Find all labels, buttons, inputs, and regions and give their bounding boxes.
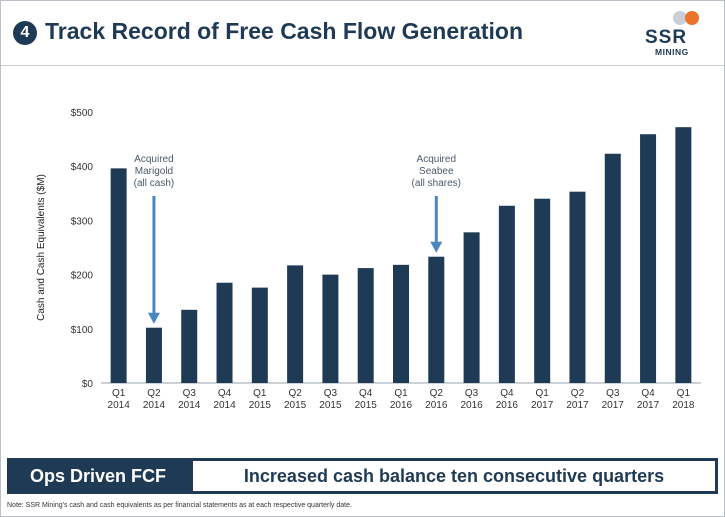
cash-balance-bar-chart: Cash and Cash Equivalents ($M) $0 $100 $200…: [36, 108, 701, 411]
y-axis-label: Cash and Cash Equivalents ($M): [36, 174, 47, 321]
y-tick-label: $300: [71, 216, 94, 227]
x-tick-label-quarter: Q1: [112, 388, 126, 399]
annotation-text: Seabee: [419, 166, 454, 177]
x-tick-label-quarter: Q3: [606, 388, 620, 399]
x-tick-label-year: 2017: [566, 400, 589, 411]
annotation-arrow-head-icon: [430, 241, 443, 253]
bar: [357, 268, 374, 383]
x-tick-label-quarter: Q2: [288, 388, 302, 399]
company-logo: SSR MINING: [633, 7, 713, 59]
x-tick-label-quarter: Q4: [641, 388, 655, 399]
bar: [498, 205, 515, 383]
banner-message: Increased cash balance ten consecutive q…: [193, 461, 715, 491]
x-tick-label-quarter: Q1: [677, 388, 691, 399]
x-tick-label-year: 2016: [425, 400, 448, 411]
logo-text: SSR: [645, 27, 688, 48]
bar: [322, 274, 339, 383]
y-tick-label: $100: [71, 325, 94, 336]
bar: [393, 264, 409, 383]
annotation-text: Acquired: [417, 154, 456, 165]
slide-number-badge: 4: [13, 21, 37, 45]
x-tick-label-quarter: Q4: [500, 388, 514, 399]
x-tick-label-year: 2014: [143, 400, 166, 411]
x-tick-label-year: 2017: [602, 400, 625, 411]
x-tick-label-year: 2017: [531, 400, 554, 411]
x-tick-label-quarter: Q3: [465, 388, 479, 399]
logo-subtext: MINING: [655, 47, 689, 57]
page-title: Track Record of Free Cash Flow Generatio…: [45, 18, 524, 44]
header-divider: [1, 65, 724, 66]
x-tick-label-quarter: Q1: [394, 388, 408, 399]
bar: [110, 168, 127, 383]
x-tick-label-year: 2018: [672, 400, 695, 411]
x-tick-label-year: 2014: [178, 400, 201, 411]
logo-grey-circle-icon: [673, 11, 687, 25]
x-tick-label-quarter: Q3: [183, 388, 197, 399]
x-tick-label-quarter: Q1: [253, 388, 267, 399]
logo-orange-circle-icon: [685, 11, 699, 25]
bar: [534, 198, 551, 383]
annotation-arrow-head-icon: [147, 312, 160, 324]
x-tick-label-year: 2016: [496, 400, 519, 411]
x-tick-label-quarter: Q2: [147, 388, 161, 399]
bar: [251, 287, 268, 383]
footnote: Note: SSR Mining's cash and cash equival…: [7, 502, 352, 509]
y-tick-label: $0: [82, 379, 94, 390]
bar: [463, 232, 480, 383]
summary-banner: Ops Driven FCF Increased cash balance te…: [7, 458, 718, 494]
bar: [287, 265, 304, 383]
bar: [569, 191, 586, 383]
y-tick-label: $400: [71, 162, 94, 173]
x-tick-label-quarter: Q4: [359, 388, 373, 399]
x-tick-label-year: 2015: [355, 400, 378, 411]
annotation-text: Marigold: [135, 166, 173, 177]
x-tick-label-year: 2015: [284, 400, 307, 411]
x-tick-label-year: 2015: [319, 400, 342, 411]
bar: [145, 327, 162, 383]
y-tick-label: $200: [71, 271, 94, 282]
x-tick-label-quarter: Q3: [324, 388, 338, 399]
bar: [604, 153, 621, 383]
x-tick-label-year: 2017: [637, 400, 660, 411]
bar: [675, 127, 692, 383]
annotation-text: (all shares): [412, 178, 461, 189]
annotation-text: Acquired: [134, 154, 173, 165]
x-tick-label-quarter: Q4: [218, 388, 232, 399]
x-tick-label-year: 2014: [213, 400, 236, 411]
bar: [640, 134, 657, 383]
bar: [428, 256, 445, 383]
x-tick-label-year: 2015: [249, 400, 272, 411]
x-tick-label-quarter: Q1: [536, 388, 550, 399]
bar: [216, 282, 233, 383]
banner-label: Ops Driven FCF: [29, 465, 167, 486]
x-tick-label-quarter: Q2: [430, 388, 444, 399]
annotation-text: (all cash): [134, 178, 175, 189]
x-tick-label-year: 2016: [460, 400, 483, 411]
x-tick-label-year: 2014: [108, 400, 131, 411]
x-tick-label-quarter: Q2: [571, 388, 585, 399]
y-tick-label: $500: [71, 108, 94, 119]
bar: [181, 309, 198, 383]
x-tick-label-year: 2016: [390, 400, 413, 411]
header: 4 Track Record of Free Cash Flow Generat…: [1, 1, 724, 65]
